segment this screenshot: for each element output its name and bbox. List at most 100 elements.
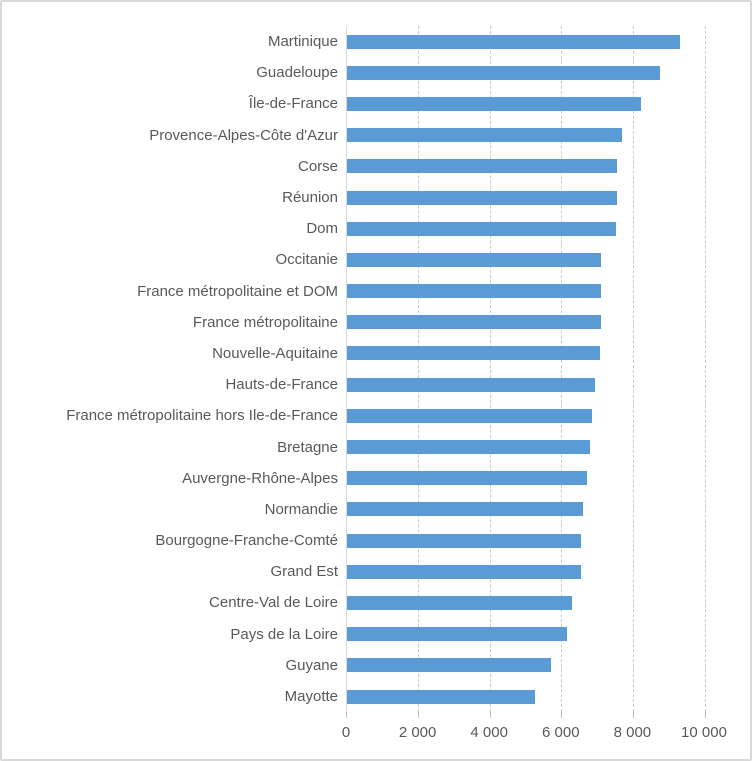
category-label: Centre-Val de Loire xyxy=(209,594,338,612)
bar xyxy=(347,440,590,455)
category-label: Grand Est xyxy=(270,563,338,581)
bar xyxy=(347,471,588,486)
chart-row: Occitanie xyxy=(2,244,750,275)
bar-track xyxy=(347,494,705,525)
chart-row: Normandie xyxy=(2,494,750,525)
axis-tick xyxy=(633,712,635,718)
axis-tick xyxy=(489,712,491,718)
chart-row: Pays de la Loire xyxy=(2,619,750,650)
bar-track xyxy=(347,213,705,244)
chart-row: Île-de-France xyxy=(2,88,750,119)
x-axis-tick-label: 10 000 xyxy=(681,724,727,741)
chart-row: Réunion xyxy=(2,182,750,213)
chart-row: France métropolitaine xyxy=(2,307,750,338)
bar xyxy=(347,564,581,579)
chart-row: Bretagne xyxy=(2,431,750,462)
chart-row: Dom xyxy=(2,213,750,244)
bar xyxy=(347,284,602,299)
bar xyxy=(347,190,617,205)
chart-row: Martinique xyxy=(2,26,750,57)
bar xyxy=(347,346,600,361)
chart-row: Mayotte xyxy=(2,681,750,712)
bar-track xyxy=(347,57,705,88)
category-label: Provence-Alpes-Côte d'Azur xyxy=(149,126,338,144)
x-axis: 0 2 000 4 000 6 000 8 000 10 000 xyxy=(342,724,727,746)
category-label: Réunion xyxy=(282,189,338,207)
bar xyxy=(347,627,568,642)
bar-track xyxy=(347,26,705,57)
bar-track xyxy=(347,120,705,151)
chart-row: Guadeloupe xyxy=(2,57,750,88)
bar xyxy=(347,159,617,174)
bar-track xyxy=(347,525,705,556)
category-label: Corse xyxy=(297,157,338,175)
bar-track xyxy=(347,587,705,618)
chart-row: Nouvelle-Aquitaine xyxy=(2,338,750,369)
bar xyxy=(347,34,680,49)
bar-track xyxy=(347,88,705,119)
bar xyxy=(347,408,592,423)
bar xyxy=(347,65,661,80)
category-label: Mayotte xyxy=(284,688,338,706)
category-label: France métropolitaine et DOM xyxy=(137,282,338,300)
category-label: Martinique xyxy=(267,33,338,51)
bar-track xyxy=(347,400,705,431)
category-label: Bourgogne-Franche-Comté xyxy=(155,532,338,550)
category-label: Pays de la Loire xyxy=(230,625,338,643)
category-label: Nouvelle-Aquitaine xyxy=(212,344,338,362)
axis-tick xyxy=(417,712,419,718)
category-label: France métropolitaine xyxy=(192,313,338,331)
gridline xyxy=(489,26,491,712)
chart-row: Corse xyxy=(2,151,750,182)
chart-row: Centre-Val de Loire xyxy=(2,587,750,618)
category-label: Dom xyxy=(306,220,338,238)
bar xyxy=(347,96,641,111)
category-label: France métropolitaine hors Ile-de-France xyxy=(66,407,338,425)
bar-track xyxy=(347,307,705,338)
bar xyxy=(347,128,622,143)
bar-track xyxy=(347,276,705,307)
plot-area: Martinique Guadeloupe Île-de-France Provenc… xyxy=(2,26,750,712)
bar-track xyxy=(347,619,705,650)
axis-ticks-layer xyxy=(346,712,706,718)
gridline xyxy=(417,26,419,712)
chart-row: Provence-Alpes-Côte d'Azur xyxy=(2,120,750,151)
chart-row: Bourgogne-Franche-Comté xyxy=(2,525,750,556)
category-label: Hauts-de-France xyxy=(225,376,338,394)
bar-track xyxy=(347,338,705,369)
chart-row: France métropolitaine hors Ile-de-France xyxy=(2,400,750,431)
bar-track xyxy=(347,681,705,712)
bar-track xyxy=(347,650,705,681)
bar-track xyxy=(347,151,705,182)
x-axis-tick-label: 2 000 xyxy=(398,724,437,741)
bar xyxy=(347,315,601,330)
category-label: Île-de-France xyxy=(248,95,338,113)
category-label: Bretagne xyxy=(277,438,338,456)
bar-track xyxy=(347,369,705,400)
bar xyxy=(347,658,552,673)
bar-track xyxy=(347,556,705,587)
x-axis-tick-label: 6 000 xyxy=(542,724,580,741)
bar xyxy=(347,533,582,548)
x-axis-tick-label: 0 xyxy=(341,724,351,741)
bar-track xyxy=(347,244,705,275)
x-axis-tick-label: 8 000 xyxy=(613,724,652,741)
gridline xyxy=(705,26,706,712)
chart-row: France métropolitaine et DOM xyxy=(2,276,750,307)
bar xyxy=(347,689,536,704)
category-label: Guyane xyxy=(285,656,338,674)
gridline xyxy=(561,26,563,712)
bar xyxy=(347,221,616,236)
axis-tick xyxy=(561,712,563,718)
bar xyxy=(347,502,583,517)
bar-track xyxy=(347,463,705,494)
bar-track xyxy=(347,431,705,462)
bar xyxy=(347,377,596,392)
gridlines-layer xyxy=(346,26,706,712)
axis-tick xyxy=(346,712,347,718)
axis-tick xyxy=(705,712,706,718)
bar xyxy=(347,252,602,267)
category-label: Auvergne-Rhône-Alpes xyxy=(182,469,338,487)
bar xyxy=(347,595,572,610)
